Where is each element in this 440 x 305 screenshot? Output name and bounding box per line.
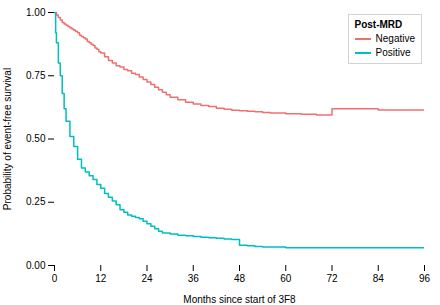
svg-text:Probability of event-free surv: Probability of event-free survival [2,68,13,210]
svg-text:0: 0 [52,273,58,284]
html-text:Negative: Negative [375,33,415,44]
svg-text:84: 84 [373,273,385,284]
svg-text:72: 72 [326,273,338,284]
svg-text:36: 36 [188,273,200,284]
svg-text:0.50: 0.50 [26,133,46,144]
svg-text:Months since start of 3F8: Months since start of 3F8 [183,294,296,305]
svg-text:1.00: 1.00 [26,7,46,18]
svg-text:0.75: 0.75 [26,70,46,81]
svg-text:12: 12 [95,273,107,284]
html-text:Positive: Positive [375,47,411,58]
html-text:Post-MRD: Post-MRD [354,19,403,30]
svg-text:0.00: 0.00 [26,260,46,271]
svg-text:96: 96 [419,273,431,284]
svg-text:24: 24 [141,273,153,284]
svg-text:0.25: 0.25 [26,196,46,207]
svg-text:48: 48 [234,273,246,284]
svg-text:60: 60 [280,273,292,284]
